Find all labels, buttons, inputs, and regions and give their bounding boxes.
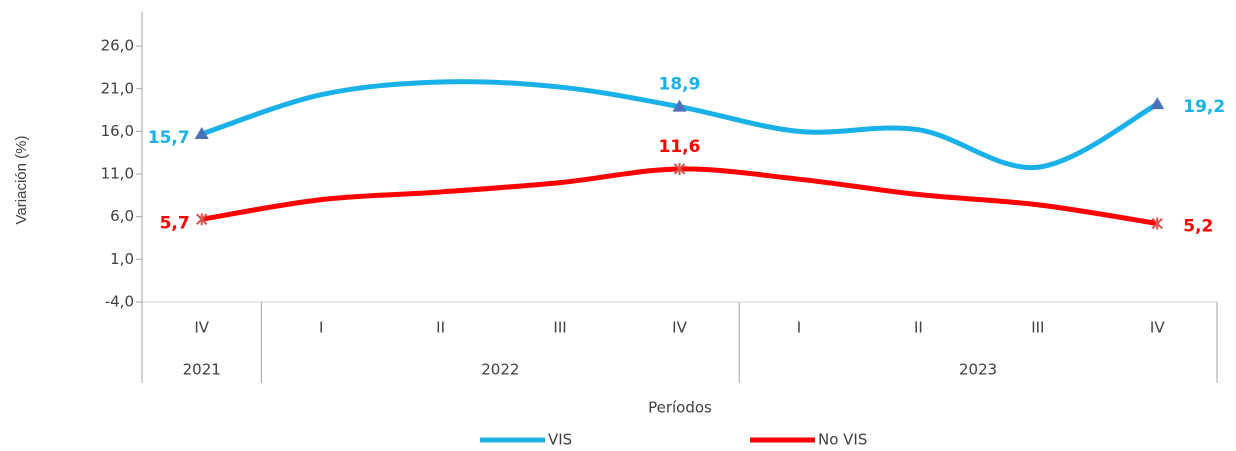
series-line [201, 166, 1158, 226]
data-label: 5,7 [160, 213, 190, 233]
y-axis-title: Variación (%) [13, 136, 30, 225]
group-label: 2022 [481, 361, 519, 379]
marker [673, 162, 686, 175]
y-tick-label: 6,0 [110, 207, 134, 225]
marker [1151, 217, 1163, 230]
x-tick-label: III [553, 319, 566, 337]
data-label: 5,2 [1183, 217, 1213, 237]
y-tick-label: 16,0 [101, 122, 134, 140]
y-tick-label: -4,0 [105, 293, 134, 311]
data-label: 19,2 [1183, 97, 1225, 117]
x-tick-label: IV [672, 319, 687, 337]
marker [672, 99, 687, 112]
x-tick-label: I [319, 319, 323, 337]
group-label: 2023 [959, 361, 997, 379]
group-label: 2021 [183, 361, 221, 379]
data-label: 15,7 [148, 128, 190, 148]
marker [196, 213, 208, 226]
x-tick-label: I [797, 319, 801, 337]
x-tick-label: II [914, 319, 923, 337]
x-tick-label: IV [1150, 319, 1165, 337]
legend-label: No VIS [818, 431, 867, 449]
marker [1150, 97, 1165, 110]
data-label: 18,9 [659, 75, 701, 95]
y-tick-label: 1,0 [110, 250, 134, 268]
x-tick-label: III [1031, 319, 1044, 337]
legend-label: VIS [548, 431, 572, 449]
data-label: 11,6 [659, 137, 701, 157]
x-axis-title: Períodos [648, 399, 712, 417]
y-tick-label: 21,0 [101, 79, 134, 97]
marker [194, 126, 209, 139]
x-tick-label: IV [194, 319, 209, 337]
y-tick-label: 26,0 [101, 37, 134, 55]
x-tick-label: II [436, 319, 445, 337]
y-tick-label: 11,0 [101, 165, 134, 183]
